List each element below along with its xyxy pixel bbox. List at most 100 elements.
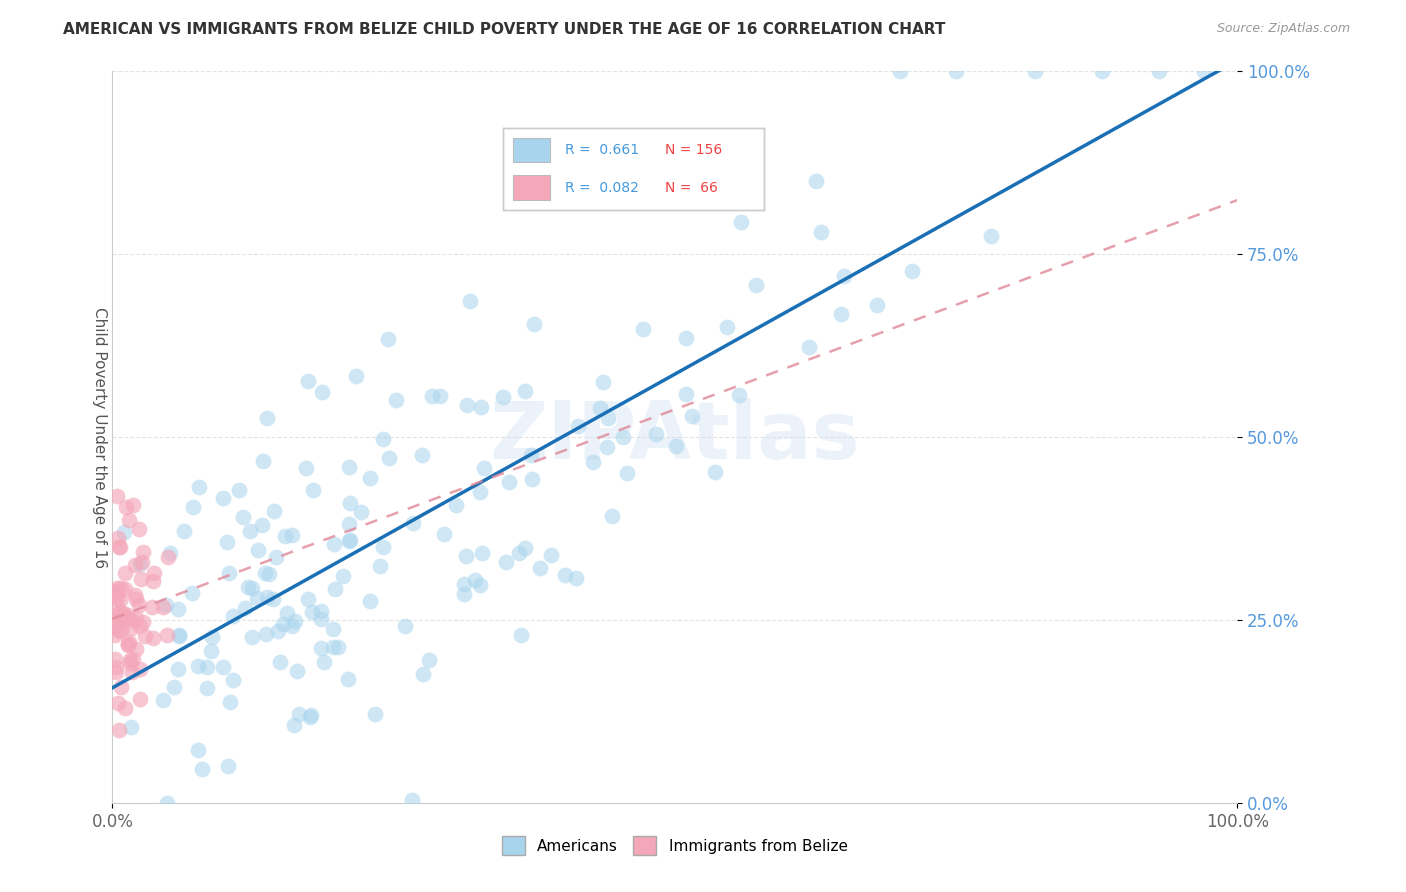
Point: [612, 429, 634, 443]
Point: [233, 601, 256, 615]
Point: [309, 641, 332, 656]
Point: [124, 642, 146, 657]
Point: [156, 549, 179, 564]
Point: [675, 387, 697, 401]
Point: [152, 599, 174, 614]
Point: [402, 516, 425, 530]
Point: [866, 298, 889, 312]
Point: [359, 594, 381, 608]
Point: [350, 505, 373, 519]
Point: [299, 707, 322, 722]
Point: [108, 593, 131, 607]
Point: [129, 619, 152, 633]
Point: [115, 607, 138, 622]
Point: [394, 619, 416, 633]
Point: [125, 611, 148, 625]
Point: [104, 628, 127, 642]
Point: [107, 607, 129, 621]
Point: [254, 627, 277, 641]
Point: [124, 588, 146, 602]
Point: [257, 566, 280, 581]
Point: [444, 498, 467, 512]
Point: [128, 692, 150, 706]
Point: [323, 537, 346, 551]
Point: [120, 621, 142, 635]
Point: [187, 742, 209, 756]
Point: [111, 609, 134, 624]
Point: [141, 600, 163, 615]
Point: [110, 582, 132, 596]
Point: [797, 340, 820, 354]
Point: [118, 512, 141, 526]
Point: [112, 606, 135, 620]
Point: [385, 392, 408, 407]
Point: [492, 390, 515, 404]
Point: [323, 582, 346, 596]
Point: [281, 528, 304, 542]
Point: [420, 389, 443, 403]
Point: [412, 666, 434, 681]
Point: [810, 225, 832, 239]
Point: [337, 517, 360, 532]
Point: [276, 606, 298, 620]
Point: [266, 624, 288, 639]
Text: N = 156: N = 156: [665, 143, 723, 157]
Point: [107, 531, 129, 545]
Point: [131, 555, 153, 569]
Point: [364, 707, 387, 722]
Point: [616, 466, 638, 480]
Point: [945, 64, 967, 78]
Point: [242, 630, 264, 644]
Point: [980, 229, 1002, 244]
Point: [589, 401, 612, 415]
Point: [322, 622, 344, 636]
Point: [401, 793, 423, 807]
Point: [163, 681, 186, 695]
Point: [187, 658, 209, 673]
Point: [181, 500, 204, 515]
Point: [169, 628, 191, 642]
Point: [681, 409, 703, 424]
Point: [195, 660, 218, 674]
Point: [508, 546, 530, 560]
Point: [156, 796, 179, 810]
Point: [271, 616, 294, 631]
Point: [240, 581, 263, 595]
Point: [529, 561, 551, 575]
Point: [120, 656, 142, 670]
Point: [294, 461, 316, 475]
Point: [195, 681, 218, 695]
Point: [114, 582, 136, 596]
Point: [190, 762, 212, 776]
Point: [104, 660, 127, 674]
Point: [592, 375, 614, 389]
Point: [471, 545, 494, 559]
Point: [104, 665, 127, 679]
FancyBboxPatch shape: [513, 176, 550, 200]
Point: [371, 432, 394, 446]
Point: [453, 576, 475, 591]
Point: [218, 566, 240, 580]
Point: [201, 630, 224, 644]
Point: [1024, 64, 1046, 78]
Point: [121, 499, 143, 513]
Point: [108, 612, 131, 626]
Point: [339, 533, 361, 547]
Point: [302, 483, 325, 498]
Point: [830, 307, 852, 321]
Point: [200, 644, 222, 658]
Point: [121, 613, 143, 627]
Point: [456, 398, 478, 412]
Point: [252, 517, 274, 532]
Point: [456, 549, 478, 564]
Point: [121, 665, 143, 679]
Point: [167, 629, 190, 643]
Text: Source: ZipAtlas.com: Source: ZipAtlas.com: [1216, 22, 1350, 36]
Text: N =  66: N = 66: [665, 181, 717, 194]
Point: [256, 590, 278, 604]
Point: [600, 508, 623, 523]
Point: [322, 640, 344, 655]
Point: [110, 680, 132, 694]
Point: [311, 384, 333, 399]
Point: [889, 64, 911, 78]
